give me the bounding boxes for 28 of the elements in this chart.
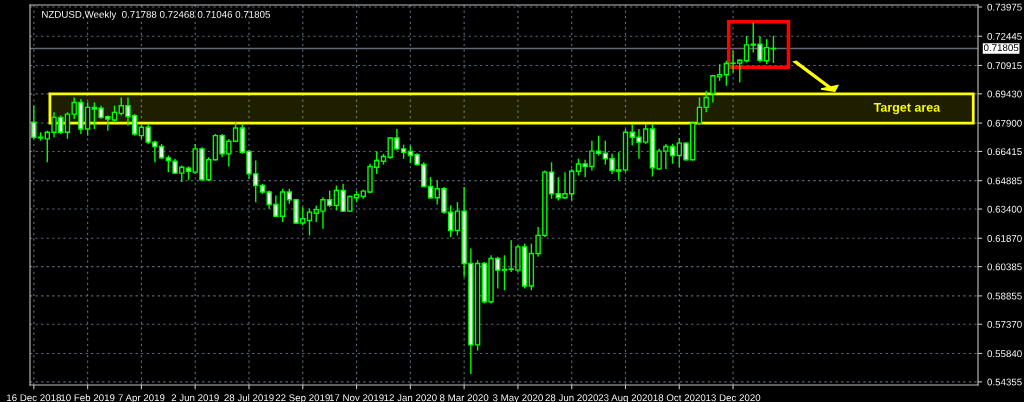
x-tick-label: 2 Jun 2019: [171, 394, 219, 402]
text: NZDUSD,Weekly 0.71788 0.72468 0.71046 0.71805: [42, 10, 270, 20]
y-tick-label: 0.67900: [987, 119, 1022, 127]
y-tick-label: 0.60385: [987, 263, 1022, 271]
x-tick-label: 8 Mar 2020: [439, 394, 489, 402]
y-tick-label: 0.57370: [987, 320, 1022, 328]
y-tick-label: 0.63400: [987, 205, 1022, 213]
y-tick-label: 0.70915: [987, 62, 1022, 70]
y-tick-label: 0.58855: [987, 292, 1022, 300]
x-tick-label: 28 Jul 2019: [224, 394, 274, 402]
candlestick: [306, 207, 313, 237]
y-tick-label: 0.55840: [987, 350, 1022, 358]
y-tick-label: 0.72445: [987, 32, 1022, 40]
ref-line-label: 0.71805: [983, 44, 1019, 52]
x-tick-label: 17 Nov 2019: [329, 394, 384, 402]
x-tick-label: 16 Dec 2018: [7, 394, 61, 402]
y-tick-label: 0.73975: [987, 3, 1022, 11]
x-tick-label: 12 Jan 2020: [384, 394, 437, 402]
y-tick-label: 0.61870: [987, 235, 1022, 242]
x-tick-label: 13 Dec 2020: [706, 394, 761, 402]
y-tick-label: 0.64885: [987, 177, 1022, 185]
x-tick-label: 10 Feb 2019: [61, 394, 115, 402]
y-tick-label: 0.69430: [987, 90, 1022, 98]
band-label: Target area: [873, 103, 941, 115]
x-tick-label: 18 Oct 2020: [653, 394, 706, 402]
y-tick-label: 0.54355: [987, 378, 1022, 386]
y-tick-label: 0.66415: [987, 148, 1022, 156]
x-tick-label: 28 Jun 2020: [545, 394, 599, 402]
